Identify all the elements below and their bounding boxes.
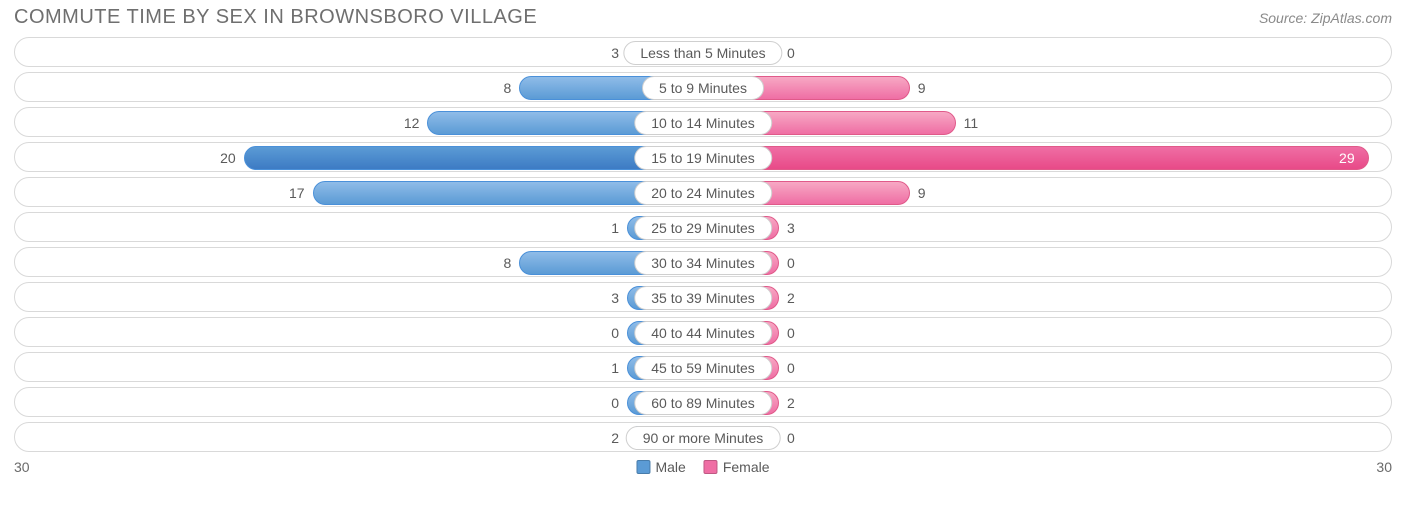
value-male: 2 xyxy=(611,423,619,453)
chart-row: 3 2 35 to 39 Minutes xyxy=(14,282,1392,312)
bar-female xyxy=(703,146,1369,170)
chart-row: 20 29 15 to 19 Minutes xyxy=(14,142,1392,172)
chart-row: 3 0Less than 5 Minutes xyxy=(14,37,1392,67)
value-male: 20 xyxy=(220,143,236,173)
value-male: 8 xyxy=(503,248,511,278)
value-male: 3 xyxy=(611,38,619,68)
value-female: 2 xyxy=(787,388,795,418)
category-pill: 90 or more Minutes xyxy=(626,426,781,450)
category-pill: 20 to 24 Minutes xyxy=(634,181,772,205)
value-male: 1 xyxy=(611,213,619,243)
value-female: 9 xyxy=(918,73,926,103)
chart-row: 2 090 or more Minutes xyxy=(14,422,1392,452)
value-male: 17 xyxy=(289,178,305,208)
diverging-bar-chart: 30Less than 5 Minutes895 to 9 Minutes121… xyxy=(14,37,1392,452)
value-female: 0 xyxy=(787,38,795,68)
chart-container: COMMUTE TIME BY SEX IN BROWNSBORO VILLAG… xyxy=(0,0,1406,522)
category-pill: Less than 5 Minutes xyxy=(623,41,782,65)
category-pill: 60 to 89 Minutes xyxy=(634,391,772,415)
chart-row: 1 0 45 to 59 Minutes xyxy=(14,352,1392,382)
value-female: 0 xyxy=(787,248,795,278)
legend-swatch-female xyxy=(704,460,718,474)
chart-header: COMMUTE TIME BY SEX IN BROWNSBORO VILLAG… xyxy=(14,6,1392,37)
value-female: 0 xyxy=(787,423,795,453)
category-pill: 40 to 44 Minutes xyxy=(634,321,772,345)
value-male: 0 xyxy=(611,388,619,418)
chart-row: 0 2 60 to 89 Minutes xyxy=(14,387,1392,417)
legend-swatch-male xyxy=(636,460,650,474)
category-pill: 25 to 29 Minutes xyxy=(634,216,772,240)
axis-max-left: 30 xyxy=(14,459,30,475)
value-female: 0 xyxy=(787,318,795,348)
axis-max-right: 30 xyxy=(1376,459,1392,475)
value-female: 0 xyxy=(787,353,795,383)
legend: Male Female xyxy=(636,459,769,475)
category-pill: 35 to 39 Minutes xyxy=(634,286,772,310)
value-female: 9 xyxy=(918,178,926,208)
chart-row: 1 3 25 to 29 Minutes xyxy=(14,212,1392,242)
value-male: 3 xyxy=(611,283,619,313)
chart-row: 12 11 10 to 14 Minutes xyxy=(14,107,1392,137)
category-pill: 30 to 34 Minutes xyxy=(634,251,772,275)
chart-row: 8 9 5 to 9 Minutes xyxy=(14,72,1392,102)
category-pill: 5 to 9 Minutes xyxy=(642,76,764,100)
chart-title: COMMUTE TIME BY SEX IN BROWNSBORO VILLAG… xyxy=(14,6,537,29)
legend-label-male: Male xyxy=(655,459,685,475)
category-pill: 15 to 19 Minutes xyxy=(634,146,772,170)
legend-item-female: Female xyxy=(704,459,770,475)
legend-label-female: Female xyxy=(723,459,770,475)
category-pill: 10 to 14 Minutes xyxy=(634,111,772,135)
value-male: 12 xyxy=(404,108,420,138)
legend-item-male: Male xyxy=(636,459,685,475)
value-male: 0 xyxy=(611,318,619,348)
value-female: 2 xyxy=(787,283,795,313)
chart-footer: 30 30 Male Female xyxy=(14,457,1392,483)
value-female: 3 xyxy=(787,213,795,243)
chart-row: 17 9 20 to 24 Minutes xyxy=(14,177,1392,207)
category-pill: 45 to 59 Minutes xyxy=(634,356,772,380)
chart-row: 0 0 40 to 44 Minutes xyxy=(14,317,1392,347)
value-female: 29 xyxy=(1339,143,1355,173)
value-female: 11 xyxy=(964,108,979,138)
value-male: 1 xyxy=(611,353,619,383)
value-male: 8 xyxy=(503,73,511,103)
chart-source: Source: ZipAtlas.com xyxy=(1259,10,1392,26)
chart-row: 8 0 30 to 34 Minutes xyxy=(14,247,1392,277)
